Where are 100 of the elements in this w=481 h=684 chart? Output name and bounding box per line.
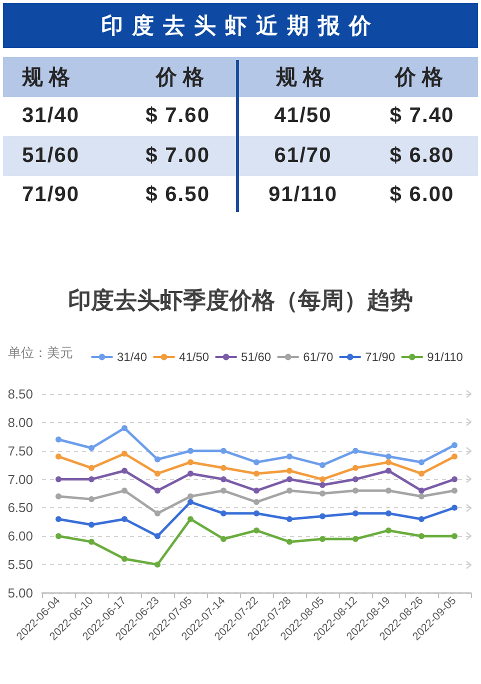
point <box>254 488 260 494</box>
point <box>154 562 160 568</box>
point <box>320 462 326 468</box>
point <box>286 516 292 522</box>
point <box>122 556 128 562</box>
text: 71/90 <box>22 183 80 208</box>
point <box>352 464 358 471</box>
point <box>188 499 194 506</box>
point <box>254 470 260 477</box>
text: 价格 <box>156 64 210 91</box>
point <box>286 468 292 474</box>
text: $ 6.00 <box>390 183 454 208</box>
point <box>56 436 62 442</box>
point <box>56 533 62 540</box>
point <box>320 513 326 520</box>
point <box>254 459 260 466</box>
point <box>320 482 326 488</box>
point <box>88 522 94 528</box>
y-tick-label: 5.50 <box>8 557 33 572</box>
point <box>352 536 358 542</box>
point <box>452 454 458 460</box>
point <box>154 533 160 540</box>
point <box>88 496 94 502</box>
point <box>386 527 392 534</box>
point <box>418 488 424 494</box>
point <box>122 468 128 474</box>
point <box>352 510 358 516</box>
point <box>452 504 458 511</box>
legend-label: 61/70 <box>303 350 334 364</box>
chart-title: 印度去头虾季度价格（每周）趋势 <box>68 287 413 313</box>
point <box>88 464 94 471</box>
point <box>286 538 292 545</box>
point <box>352 448 358 454</box>
point <box>220 536 226 542</box>
point <box>286 454 292 460</box>
y-tick-label: 7.50 <box>8 443 33 458</box>
point <box>418 516 424 522</box>
point <box>320 476 326 482</box>
point <box>122 450 128 457</box>
point <box>122 425 128 432</box>
text: 41/50 <box>274 104 332 128</box>
legend-label: 71/90 <box>365 350 396 364</box>
y-axis-title: 单位：美元 <box>8 345 73 360</box>
text: 价格 <box>395 64 449 91</box>
point <box>352 476 358 482</box>
point <box>188 459 194 466</box>
text: $ 6.50 <box>146 183 210 208</box>
point <box>386 454 392 460</box>
point <box>386 459 392 466</box>
text: 91/110 <box>268 183 338 208</box>
text: $ 7.60 <box>146 104 210 128</box>
legend-label: 41/50 <box>179 350 210 364</box>
point <box>122 516 128 522</box>
point <box>418 470 424 477</box>
text: 61/70 <box>274 144 332 168</box>
point <box>386 510 392 516</box>
text: 规格 <box>276 64 330 91</box>
point <box>154 510 160 516</box>
legend-label: 51/60 <box>241 350 272 364</box>
y-tick-label: 8.50 <box>8 386 33 402</box>
point <box>188 470 194 477</box>
point <box>220 476 226 482</box>
text: $ 7.00 <box>146 144 210 168</box>
point <box>188 493 194 500</box>
point <box>220 510 226 516</box>
point <box>254 527 260 534</box>
point <box>154 456 160 462</box>
y-tick-label: 7.00 <box>8 472 33 487</box>
point <box>188 448 194 454</box>
point <box>122 488 128 494</box>
point <box>220 464 226 471</box>
text: $ 6.80 <box>390 144 454 168</box>
point <box>56 476 62 482</box>
point <box>286 488 292 494</box>
y-tick-label: 6.50 <box>8 500 33 516</box>
point <box>88 538 94 545</box>
point <box>56 516 62 522</box>
point <box>254 510 260 516</box>
point <box>220 488 226 494</box>
y-tick-label: 5.00 <box>8 586 33 600</box>
legend-label: 91/110 <box>427 350 464 364</box>
y-tick-label: 6.00 <box>8 528 33 544</box>
point <box>418 533 424 540</box>
point <box>88 445 94 452</box>
legend-label: 31/40 <box>117 350 148 364</box>
text: 51/60 <box>22 144 80 168</box>
point <box>386 468 392 474</box>
point <box>418 493 424 500</box>
point <box>254 499 260 506</box>
point <box>452 476 458 482</box>
point <box>88 476 94 482</box>
point <box>386 488 392 494</box>
point <box>154 488 160 494</box>
point <box>188 516 194 522</box>
point <box>352 488 358 494</box>
point <box>56 493 62 500</box>
point <box>56 454 62 460</box>
point <box>452 533 458 540</box>
point <box>452 488 458 494</box>
point <box>452 442 458 448</box>
